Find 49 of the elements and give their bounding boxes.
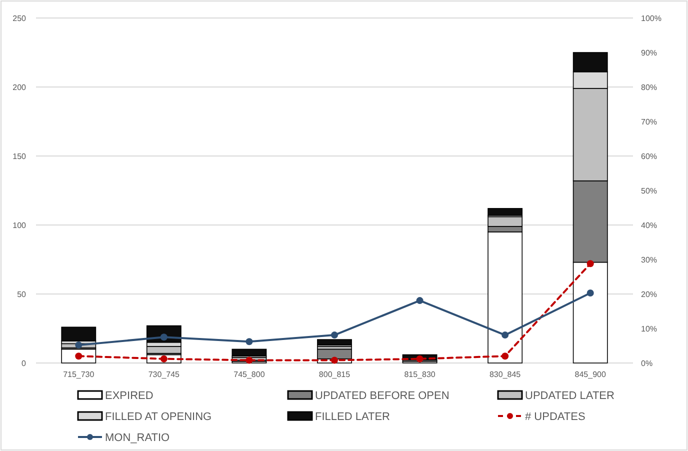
bar bbox=[317, 348, 352, 360]
y-tick-label: 0 bbox=[22, 359, 27, 368]
x-tick-label: 745_800 bbox=[234, 370, 266, 379]
point bbox=[75, 342, 82, 349]
y2-tick-label: 80% bbox=[641, 83, 658, 92]
bar bbox=[317, 339, 352, 346]
x-tick-label: 815_830 bbox=[404, 370, 436, 379]
x-tick-label: 715_730 bbox=[63, 370, 95, 379]
y2-tick-label: 40% bbox=[641, 221, 658, 230]
legend-label: # UPDATES bbox=[525, 411, 586, 423]
bar bbox=[61, 326, 96, 342]
bar bbox=[232, 348, 267, 356]
y2-tick-label: 50% bbox=[641, 186, 658, 196]
y-tick-label: 200 bbox=[12, 83, 27, 92]
y2-tick-label: 70% bbox=[641, 118, 658, 126]
legend-label: UPDATED BEFORE OPEN bbox=[315, 390, 450, 402]
point bbox=[331, 356, 338, 364]
y2-tick-label: 100% bbox=[641, 14, 662, 23]
point bbox=[586, 289, 594, 296]
legend-label: UPDATED LATER bbox=[525, 390, 614, 402]
point bbox=[160, 355, 168, 362]
y2-tick-label: 90% bbox=[641, 48, 658, 58]
point bbox=[246, 356, 253, 364]
point bbox=[331, 332, 338, 339]
point bbox=[416, 297, 424, 304]
legend-label: EXPIRED bbox=[105, 390, 154, 402]
point bbox=[502, 332, 509, 339]
point bbox=[502, 352, 509, 360]
y-tick-label: 100 bbox=[12, 221, 27, 230]
point bbox=[75, 352, 82, 360]
y2-tick-label: 0% bbox=[641, 359, 653, 368]
point bbox=[416, 355, 424, 362]
y2-tick-label: 10% bbox=[641, 324, 658, 334]
point bbox=[160, 334, 168, 341]
legend-label: FILLED AT OPENING bbox=[105, 411, 212, 423]
x-tick-label: 845_900 bbox=[574, 370, 606, 379]
y-tick-label: 150 bbox=[12, 152, 27, 161]
point bbox=[586, 260, 594, 268]
x-tick-label: 830_845 bbox=[489, 370, 522, 379]
legend-label: FILLED LATER bbox=[315, 411, 390, 423]
y2-tick-label: 60% bbox=[641, 152, 658, 161]
y-tick-label: 50 bbox=[17, 290, 27, 299]
y2-tick-label: 20% bbox=[641, 290, 658, 299]
point bbox=[246, 338, 253, 346]
y-tick-label: 250 bbox=[12, 14, 27, 23]
x-tick-label: 730_745 bbox=[148, 370, 180, 379]
x-tick-label: 800_815 bbox=[318, 370, 351, 379]
y2-tick-label: 30% bbox=[641, 256, 658, 264]
legend-label: MON_RATIO bbox=[105, 432, 170, 444]
